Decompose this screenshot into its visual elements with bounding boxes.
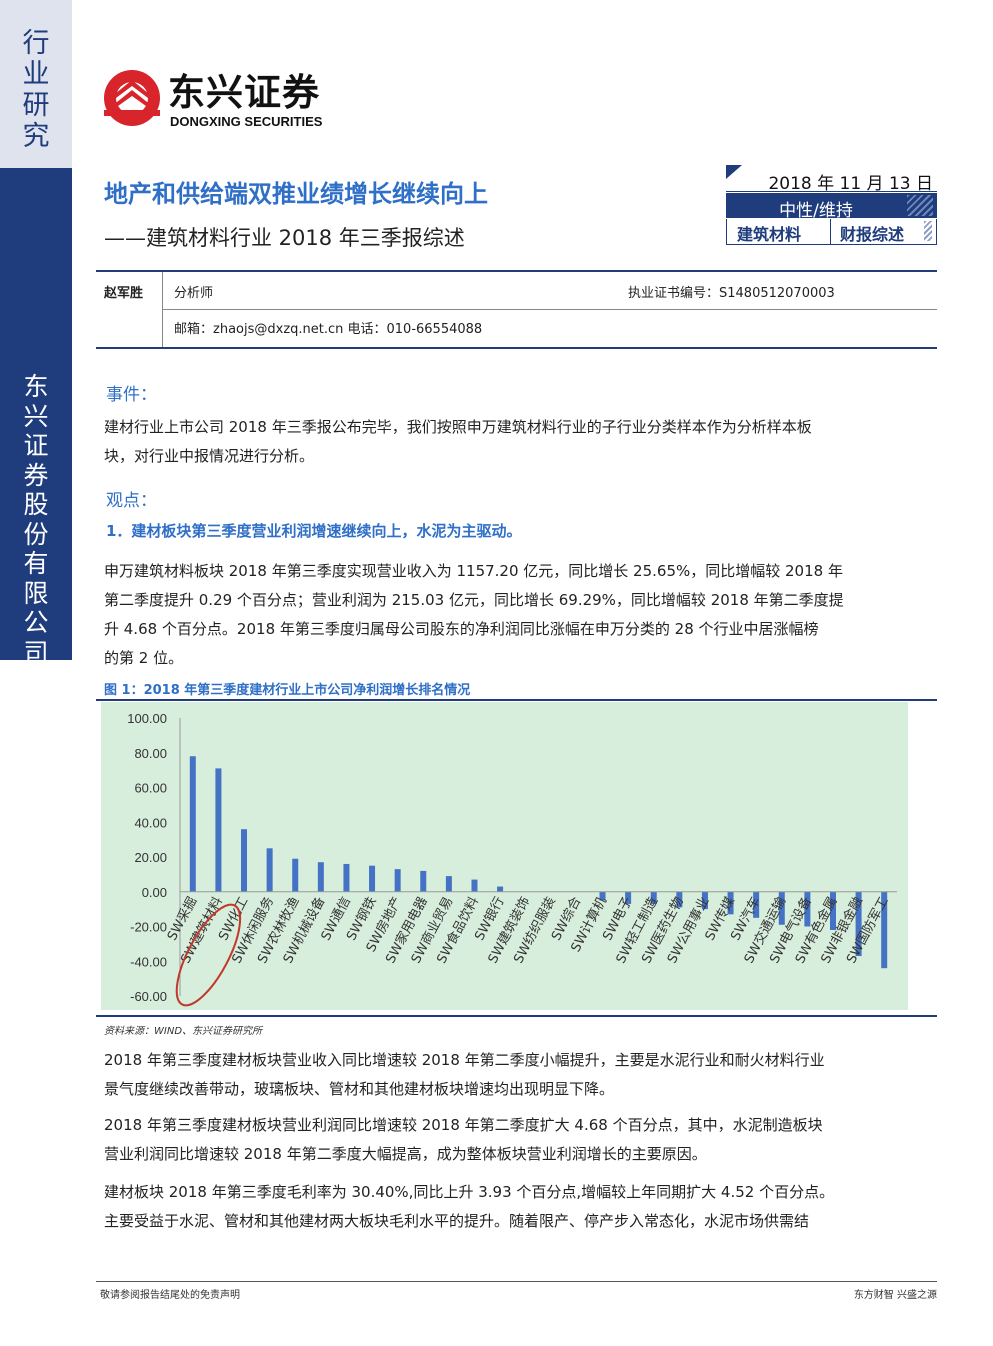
chart-bar — [215, 768, 222, 892]
paragraph-line: 营业利润同比增速较 2018 年第二季度大幅提高，成为整体板块营业利润增长的主要… — [104, 1145, 707, 1163]
analyst-contact: 邮箱：zhaojs@dxzq.net.cn 电话：010-66554088 — [174, 322, 483, 337]
report-subtitle: ——建筑材料行业 2018 年三季报综述 — [104, 226, 465, 250]
rating-stripe-decoration — [907, 195, 933, 216]
y-tick-label: -20.00 — [130, 920, 167, 935]
company-logo: 东兴证券 DONGXING SECURITIES — [102, 54, 362, 142]
category-vertical-label: 行业研究 — [22, 28, 50, 152]
chart-bar — [241, 829, 248, 892]
chart-bar — [343, 863, 350, 892]
company-vertical-label: 东兴证券股份有限公司证券研究报告 — [23, 372, 49, 844]
paragraph-revenue: 申万建筑材料板块 2018 年第三季度实现营业收入为 1157.20 亿元，同比… — [104, 557, 924, 673]
tag-stripe-decoration — [924, 221, 932, 241]
chart-bar — [650, 891, 657, 904]
views-heading: 观点： — [106, 491, 157, 511]
analyst-name: 赵军胜 — [104, 286, 144, 301]
tag-report-type: 财报综述 — [840, 225, 905, 244]
sidebar-category-panel: 行业研究 — [0, 0, 72, 168]
analyst-role: 分析师 — [174, 286, 214, 301]
y-tick-label: 80.00 — [134, 746, 167, 761]
chart-bar — [189, 756, 196, 892]
report-date: 2018 年 11 月 13 日 — [768, 174, 933, 194]
chart-bar — [497, 886, 504, 892]
chart-bar — [317, 862, 324, 892]
y-tick-label: 0.00 — [142, 885, 167, 900]
figure-title: 图 1：2018 年第三季度建材行业上市公司净利润增长排名情况 — [104, 683, 471, 698]
paragraph-revenue-analysis: 2018 年第三季度建材板块营业收入同比增速较 2018 年第二季度小幅提升，主… — [104, 1046, 924, 1104]
chart-bar — [881, 891, 888, 969]
paragraph-line: 主要受益于水泥、管材和其他建材两大板块毛利水平的提升。随着限产、停产步入常态化，… — [104, 1212, 810, 1230]
paragraph-line: 块，对行业中报情况进行分析。 — [104, 447, 315, 465]
paragraph-margin-analysis: 建材板块 2018 年第三季度毛利率为 30.40%,同比上升 3.93 个百分… — [104, 1178, 924, 1236]
report-date-box: 2018 年 11 月 13 日 — [726, 165, 937, 194]
chart-bar — [445, 876, 452, 892]
analyst-certificate: 执业证书编号：S1480512070003 — [628, 286, 835, 301]
chart-bar — [394, 869, 401, 892]
rating-label: 中性/维持 — [779, 201, 853, 221]
profit-growth-bar-chart: 100.00 80.00 60.00 40.00 20.00 0.00 -20.00 -40.… — [101, 702, 908, 1010]
paragraph-line: 2018 年第三季度建材板块营业收入同比增速较 2018 年第二季度小幅提升，主… — [104, 1051, 825, 1069]
chart-bar — [266, 848, 273, 892]
tag-divider — [830, 219, 831, 244]
analyst-info-table: 赵军胜 分析师 执业证书编号：S1480512070003 邮箱：zhaojs@… — [96, 270, 937, 349]
report-title: 地产和供给端双推业绩增长继续向上 — [104, 180, 488, 208]
point-1-heading: 1．建材板块第三季度营业利润增速继续向上，水泥为主驱动。 — [106, 522, 522, 540]
y-tick-label: 20.00 — [134, 850, 167, 865]
footer-divider — [96, 1281, 937, 1282]
footer-slogan: 东方财智 兴盛之源 — [853, 1290, 937, 1301]
highlight-circle — [175, 903, 242, 1007]
chart-bar — [676, 891, 683, 908]
figure-frame — [96, 699, 937, 1017]
paragraph-line: 的第 2 位。 — [104, 649, 184, 667]
paragraph-line: 景气度继续改善带动，玻璃板块、管材和其他建材板块增速均出现明显下降。 — [104, 1080, 615, 1098]
chart-bar — [727, 891, 734, 915]
chart-bar — [855, 891, 862, 957]
paragraph-profit-analysis: 2018 年第三季度建材板块营业利润同比增速较 2018 年第二季度扩大 4.6… — [104, 1111, 924, 1169]
footer-disclaimer: 敬请参阅报告结尾处的免责声明 — [100, 1290, 240, 1301]
paragraph-line: 建材板块 2018 年第三季度毛利率为 30.40%,同比上升 3.93 个百分… — [104, 1183, 835, 1201]
chart-bar — [701, 891, 708, 910]
y-tick-label: 40.00 — [134, 815, 167, 830]
logo-emblem-icon — [104, 70, 160, 126]
y-tick-label: -40.00 — [130, 954, 167, 969]
y-tick-label: -60.00 — [130, 989, 167, 1004]
chart-bar — [420, 870, 427, 892]
analyst-row-divider — [162, 309, 937, 310]
y-tick-label: 60.00 — [134, 781, 167, 796]
paragraph-line: 申万建筑材料板块 2018 年第三季度实现营业收入为 1157.20 亿元，同比… — [104, 562, 843, 580]
paragraph-line: 第二季度提升 0.29 个百分点；营业利润为 215.03 亿元，同比增长 69… — [104, 591, 844, 609]
paragraph-line: 2018 年第三季度建材板块营业利润同比增速较 2018 年第二季度扩大 4.6… — [104, 1116, 823, 1134]
logo-name-cn: 东兴证券 — [168, 71, 320, 114]
chart-bar — [753, 891, 760, 918]
sidebar-company-panel: 东兴证券股份有限公司证券研究报告 — [0, 168, 72, 844]
chart-bar — [369, 865, 376, 892]
rating-box: 中性/维持 — [726, 193, 937, 221]
paragraph-line: 建材行业上市公司 2018 年三季报公布完毕，我们按照申万建筑材料行业的子行业分… — [104, 418, 812, 436]
chart-bar — [804, 891, 811, 927]
paragraph-line: 升 4.68 个百分点。2018 年第三季度归属母公司股东的净利润同比涨幅在申万… — [104, 620, 819, 638]
y-tick-label: 100.00 — [127, 711, 167, 726]
chart-bar — [599, 891, 606, 901]
tag-industry: 建筑材料 — [737, 225, 802, 244]
chart-bar — [292, 858, 299, 892]
event-paragraph: 建材行业上市公司 2018 年三季报公布完毕，我们按照申万建筑材料行业的子行业分… — [104, 413, 924, 471]
chart-bar — [829, 891, 836, 930]
event-heading: 事件： — [106, 385, 157, 405]
logo-name-en: DONGXING SECURITIES — [170, 114, 323, 129]
chart-bar — [625, 891, 632, 904]
chart-bar — [471, 879, 478, 892]
report-tags: 建筑材料 财报综述 — [726, 219, 937, 245]
date-corner-triangle — [726, 165, 742, 179]
chart-bar — [778, 891, 785, 925]
chart-plot-area — [101, 702, 908, 1010]
figure-source: 资料来源：WIND、东兴证券研究所 — [104, 1026, 263, 1037]
